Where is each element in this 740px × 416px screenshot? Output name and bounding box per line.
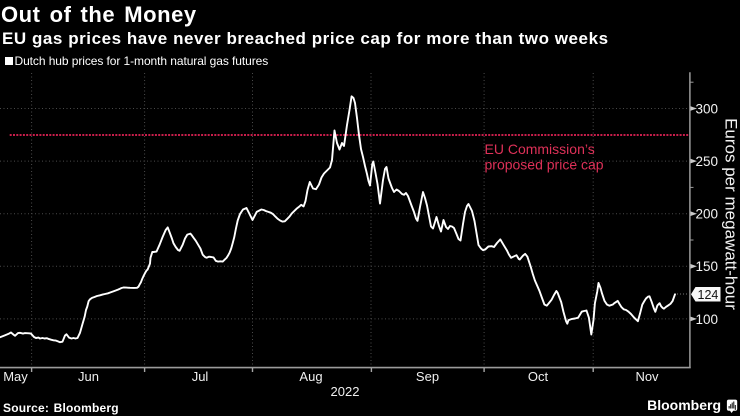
svg-text:300: 300	[696, 101, 719, 116]
svg-text:200: 200	[696, 207, 719, 222]
svg-text:proposed price cap: proposed price cap	[485, 157, 604, 173]
svg-text:Aug: Aug	[299, 369, 322, 384]
svg-text:Sep: Sep	[416, 369, 439, 384]
svg-text:Oct: Oct	[528, 369, 549, 384]
svg-text:EU Commission’s: EU Commission’s	[485, 141, 595, 157]
svg-text:150: 150	[696, 259, 719, 274]
svg-text:124: 124	[698, 288, 719, 302]
svg-text:250: 250	[696, 154, 719, 169]
svg-text:Nov: Nov	[635, 369, 659, 384]
svg-text:100: 100	[696, 312, 719, 327]
svg-text:Jun: Jun	[78, 369, 99, 384]
svg-text:Jul: Jul	[192, 369, 209, 384]
svg-text:May: May	[3, 369, 28, 384]
svg-text:2022: 2022	[331, 384, 360, 399]
svg-text:Euros per megawatt-hour: Euros per megawatt-hour	[722, 118, 740, 310]
